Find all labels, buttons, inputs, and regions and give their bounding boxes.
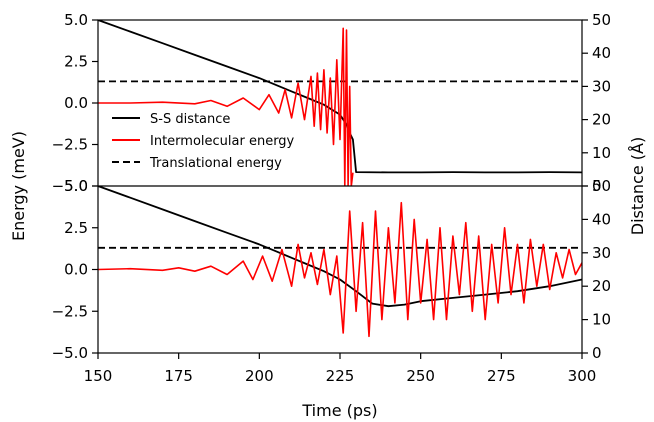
bottom-energy-tick-label: −2.5: [52, 302, 88, 320]
bottom-energy-tick-label: 5.0: [64, 177, 88, 195]
top-distance-tick-label: 50: [592, 11, 611, 29]
top-distance-tick-label: 0: [592, 177, 602, 195]
bottom-distance-tick-label: 40: [592, 210, 611, 228]
top-panel-series: [98, 20, 582, 186]
bottom-energy-tick-label: −5.0: [52, 344, 88, 362]
bottom-series-s-s-distance: [98, 186, 582, 308]
bottom-panel-series: [98, 186, 582, 338]
axis-ticks: 150 175 200 225 250 275 3005.02.50.0−2.5−5.050…: [52, 11, 612, 385]
y-axis-label-left: Energy (meV): [9, 131, 28, 241]
top-energy-tick-label: 5.0: [64, 11, 88, 29]
x-tick-label: 200: [245, 367, 274, 385]
top-energy-tick-label: 2.5: [64, 53, 88, 71]
bottom-distance-tick-label: 20: [592, 277, 611, 295]
top-distance-tick-label: 10: [592, 144, 611, 162]
bottom-distance-tick-label: 30: [592, 244, 611, 262]
top-distance-tick-label: 20: [592, 111, 611, 129]
top-series-s-s-distance: [98, 20, 582, 174]
x-tick-label: 225: [326, 367, 355, 385]
bottom-distance-tick-label: 10: [592, 311, 611, 329]
top-distance-tick-label: 40: [592, 44, 611, 62]
x-tick-label: 175: [164, 367, 193, 385]
top-series-intermolecular-energy: [98, 27, 354, 186]
x-axis-label: Time (ps): [301, 401, 377, 420]
x-tick-label: 150: [84, 367, 113, 385]
bottom-distance-tick-label: 50: [592, 177, 611, 195]
x-tick-label: 250: [406, 367, 435, 385]
top-energy-tick-label: −2.5: [52, 136, 88, 154]
top-panel: [98, 20, 582, 186]
top-energy-tick-label: 0.0: [64, 94, 88, 112]
legend-label-translational-energy: Translational energy: [149, 156, 282, 171]
x-tick-label: 300: [568, 367, 597, 385]
bottom-energy-tick-label: 0.0: [64, 261, 88, 279]
legend: S-S distance Intermolecular energy Trans…: [112, 112, 295, 171]
legend-label-intermolecular-energy: Intermolecular energy: [150, 134, 295, 149]
y-axis-label-right: Distance (Å): [628, 137, 647, 235]
bottom-panel: [98, 186, 582, 338]
top-energy-tick-label: −5.0: [52, 177, 88, 195]
bottom-energy-tick-label: 2.5: [64, 219, 88, 237]
top-distance-tick-label: 30: [592, 77, 611, 95]
legend-label-ss-distance: S-S distance: [150, 112, 230, 127]
x-tick-label: 275: [487, 367, 516, 385]
bottom-series-intermolecular-energy: [98, 201, 582, 338]
bottom-distance-tick-label: 0: [592, 344, 602, 362]
